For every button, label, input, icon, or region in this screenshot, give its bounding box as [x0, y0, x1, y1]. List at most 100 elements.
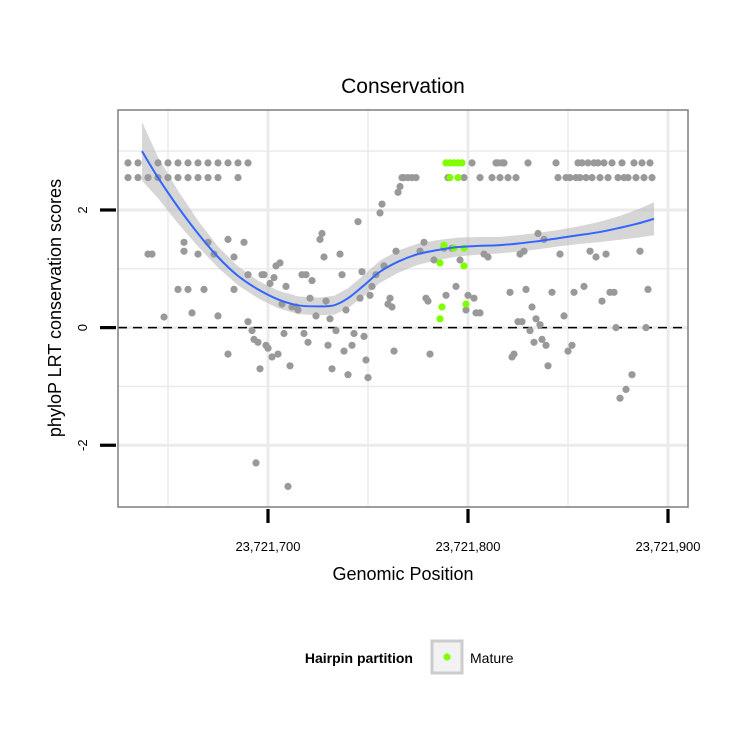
data-point [230, 253, 238, 261]
data-point [194, 159, 202, 167]
data-point [282, 282, 290, 290]
data-point [234, 174, 242, 182]
data-point [204, 159, 212, 167]
x-tick-label: 23,721,900 [635, 539, 700, 554]
data-point [318, 229, 326, 238]
data-point [552, 159, 560, 167]
data-point [570, 288, 578, 296]
data-point [628, 371, 636, 379]
data-point [164, 174, 172, 182]
data-point [646, 159, 654, 167]
data-point [530, 338, 538, 346]
data-point [350, 329, 358, 338]
data-point [598, 297, 606, 305]
plot-panel [117, 109, 689, 508]
y-axis-title: phyloP LRT conservation scores [45, 179, 65, 437]
data-point [600, 159, 608, 167]
y-axis: -2 0 2 [75, 206, 116, 451]
data-point [644, 285, 652, 293]
data-point [592, 253, 600, 261]
data-point [534, 229, 542, 238]
data-point [640, 174, 648, 182]
data-point [390, 347, 398, 355]
data-point [342, 306, 350, 314]
data-point [274, 350, 282, 358]
data-point [256, 365, 264, 373]
data-point [638, 159, 646, 167]
legend-title: Hairpin partition [305, 650, 413, 666]
data-point [214, 174, 222, 182]
data-point [154, 159, 162, 167]
data-point [174, 285, 182, 293]
data-point [224, 350, 232, 358]
data-point [254, 338, 262, 346]
data-point [536, 321, 544, 329]
data-point [524, 159, 532, 167]
data-point [506, 288, 514, 296]
data-point-mature [436, 259, 444, 267]
data-point [230, 285, 238, 293]
data-point [584, 159, 592, 167]
data-point [376, 209, 384, 217]
data-point [224, 159, 232, 167]
data-point [328, 365, 336, 373]
data-point-mature [440, 241, 448, 249]
data-point [622, 385, 630, 393]
data-point [576, 174, 584, 182]
panel-border [117, 109, 689, 508]
data-point [268, 353, 276, 361]
data-point [160, 313, 168, 321]
data-point [500, 159, 508, 167]
data-point-mature [436, 315, 444, 323]
data-points [124, 159, 656, 490]
data-point [344, 371, 352, 379]
data-point [394, 188, 402, 196]
data-point [276, 259, 284, 267]
data-point [308, 277, 316, 285]
data-point [204, 174, 212, 182]
x-tick-label: 23,721,800 [435, 539, 500, 554]
data-point [244, 271, 252, 279]
x-tick-label: 23,721,700 [235, 539, 300, 554]
data-point [420, 238, 428, 246]
y-tick-label: 2 [75, 206, 90, 213]
data-point [632, 174, 640, 182]
data-point [510, 350, 518, 358]
data-point [520, 247, 528, 255]
data-point [542, 341, 550, 349]
data-point [522, 285, 530, 293]
data-point [636, 247, 644, 255]
data-point [324, 341, 332, 349]
data-point [424, 297, 432, 305]
data-point [564, 347, 572, 355]
data-point [364, 374, 372, 382]
data-point [476, 174, 484, 182]
data-point [464, 291, 472, 299]
data-point [608, 159, 616, 167]
data-point [164, 159, 172, 167]
data-point [378, 200, 386, 208]
data-point [286, 362, 294, 370]
data-point [358, 268, 366, 276]
data-point [462, 306, 470, 314]
data-point-mature [446, 174, 454, 182]
data-point [366, 291, 374, 299]
data-point [194, 250, 202, 258]
data-point [300, 329, 308, 338]
data-point [456, 256, 464, 264]
data-point [322, 297, 330, 305]
data-point [556, 250, 564, 258]
data-point [528, 303, 536, 311]
x-axis-title: Genomic Position [332, 564, 473, 584]
data-point [200, 285, 208, 293]
legend: Hairpin partition Mature [305, 639, 514, 675]
data-point [340, 347, 348, 355]
data-point [124, 159, 132, 167]
data-point [442, 291, 450, 299]
plot-background [118, 110, 688, 507]
data-point [354, 218, 362, 226]
data-point [586, 247, 594, 255]
legend-mature-icon [443, 653, 451, 661]
data-point [594, 159, 602, 167]
data-point [614, 174, 622, 182]
